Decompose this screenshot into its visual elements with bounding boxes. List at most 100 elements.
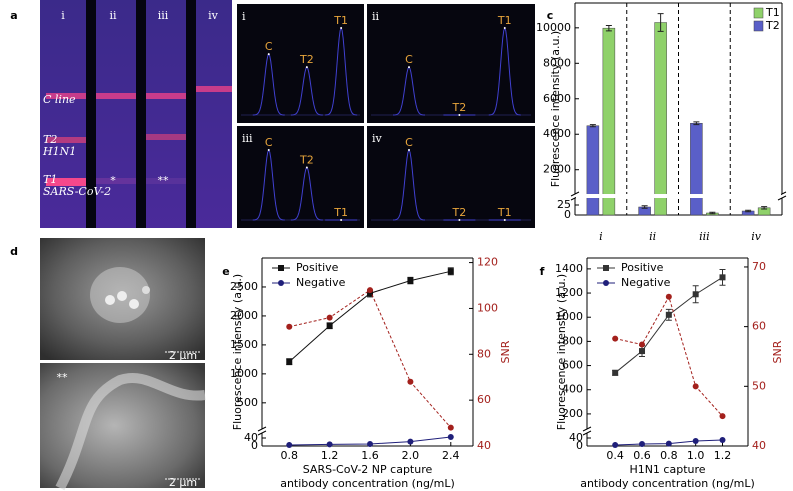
x-tick-label: ii bbox=[649, 230, 656, 243]
y2-tick-label: 40 bbox=[752, 439, 766, 452]
peak-label: T1 bbox=[497, 206, 512, 219]
peak-label: T1 bbox=[333, 14, 348, 27]
panel-label: c bbox=[547, 9, 554, 22]
line-sublabel: H1N1 bbox=[42, 145, 76, 158]
y-tick-label: 1400 bbox=[555, 262, 583, 275]
x-tick-label: 1.2 bbox=[714, 449, 732, 462]
marker bbox=[407, 378, 414, 385]
peak-label: T2 bbox=[299, 154, 314, 167]
marker bbox=[692, 383, 699, 390]
series-line bbox=[289, 289, 452, 428]
peak-top bbox=[408, 149, 410, 151]
line-label: T1 bbox=[43, 173, 57, 186]
marker bbox=[286, 323, 293, 330]
y-tick-label: 800 bbox=[562, 334, 583, 347]
marker bbox=[612, 335, 619, 342]
scan-panel bbox=[367, 126, 535, 228]
y-tick-label: 0 bbox=[576, 439, 583, 452]
y-tick-label: 600 bbox=[562, 359, 583, 372]
error-bar bbox=[657, 13, 664, 32]
t1-band bbox=[146, 178, 186, 184]
y2-tick-label: 100 bbox=[477, 301, 498, 314]
peak-top bbox=[503, 219, 506, 221]
x-axis-title: H1N1 capture bbox=[629, 463, 705, 476]
marker bbox=[286, 442, 293, 448]
y2-tick-label: 40 bbox=[477, 439, 491, 452]
error-bar bbox=[709, 211, 716, 215]
panel-label: e bbox=[222, 265, 229, 278]
marker bbox=[719, 413, 726, 420]
x-axis-title: SARS-CoV-2 NP capture bbox=[303, 463, 433, 476]
lane-label: iv bbox=[208, 9, 219, 22]
y-tick-label: 10000 bbox=[536, 21, 571, 34]
x-tick-label: 0.8 bbox=[660, 449, 678, 462]
legend-label: T1 bbox=[765, 6, 780, 19]
error-bar bbox=[693, 121, 700, 126]
peak-label: T2 bbox=[452, 206, 467, 219]
sem-texture bbox=[105, 295, 115, 305]
x-tick-label: 1.2 bbox=[321, 449, 339, 462]
y-tick-label: 500 bbox=[237, 396, 258, 409]
lane-mark: * bbox=[110, 174, 116, 187]
bar bbox=[690, 122, 703, 216]
y-tick-label: 25 bbox=[557, 198, 571, 211]
x-axis-title: antibody concentration (ng/mL) bbox=[280, 477, 455, 490]
marker bbox=[639, 348, 646, 355]
scale-label: 2 μm bbox=[169, 349, 197, 362]
peak-top bbox=[458, 219, 461, 221]
x-tick-label: iv bbox=[751, 230, 762, 243]
strip-photo bbox=[40, 0, 232, 228]
legend-marker bbox=[603, 265, 609, 271]
sem-texture bbox=[117, 291, 127, 301]
y-tick-label: 0 bbox=[251, 439, 258, 452]
y-tick-label: 2000 bbox=[230, 309, 258, 322]
x-tick-label: 1.6 bbox=[361, 449, 379, 462]
y-tick-label: 4000 bbox=[543, 127, 571, 140]
axis-break bbox=[257, 430, 267, 436]
t1-band bbox=[46, 178, 86, 186]
legend-marker bbox=[278, 280, 284, 286]
marker bbox=[447, 434, 454, 440]
peak-label: C bbox=[265, 136, 273, 149]
marker bbox=[367, 290, 374, 297]
marker bbox=[407, 438, 414, 445]
marker bbox=[612, 369, 619, 376]
peak-top bbox=[503, 27, 506, 29]
marker bbox=[692, 291, 699, 298]
scan-label: i bbox=[242, 10, 246, 23]
peak-label: T1 bbox=[497, 14, 512, 27]
y-tick-label: 2000 bbox=[543, 163, 571, 176]
panel-label: f bbox=[540, 265, 545, 278]
scan-panel bbox=[367, 4, 535, 123]
c-band bbox=[196, 86, 232, 92]
y2-axis-title: SNR bbox=[771, 340, 784, 363]
axis-break bbox=[777, 195, 787, 201]
line-sublabel: SARS-CoV-2 bbox=[43, 185, 111, 198]
error-bar bbox=[745, 209, 752, 213]
marker bbox=[367, 441, 374, 447]
error-bar bbox=[589, 124, 596, 128]
error-bar bbox=[761, 206, 768, 210]
x-tick-label: 2.0 bbox=[402, 449, 420, 462]
y2-tick-label: 60 bbox=[477, 393, 491, 406]
marker bbox=[665, 440, 672, 447]
y-tick-label: 40 bbox=[244, 431, 258, 444]
y2-tick-label: 60 bbox=[752, 320, 766, 333]
axis-break bbox=[582, 426, 592, 432]
peak-label: T1 bbox=[333, 206, 348, 219]
legend-label: Positive bbox=[296, 261, 339, 274]
line-label: T2 bbox=[43, 133, 57, 146]
sem-texture bbox=[55, 373, 206, 491]
line-label: C line bbox=[43, 93, 76, 106]
panel-label: d bbox=[10, 245, 18, 258]
peak-top bbox=[458, 114, 461, 116]
marker bbox=[612, 442, 619, 448]
legend-label: Negative bbox=[296, 276, 346, 289]
marker bbox=[719, 437, 726, 443]
t1-band bbox=[96, 178, 136, 184]
peak-label: C bbox=[405, 136, 413, 149]
legend-label: T2 bbox=[765, 19, 780, 32]
y-axis-title: Fluorescence intensity (a.u.) bbox=[555, 274, 568, 430]
sem-images bbox=[40, 238, 206, 491]
